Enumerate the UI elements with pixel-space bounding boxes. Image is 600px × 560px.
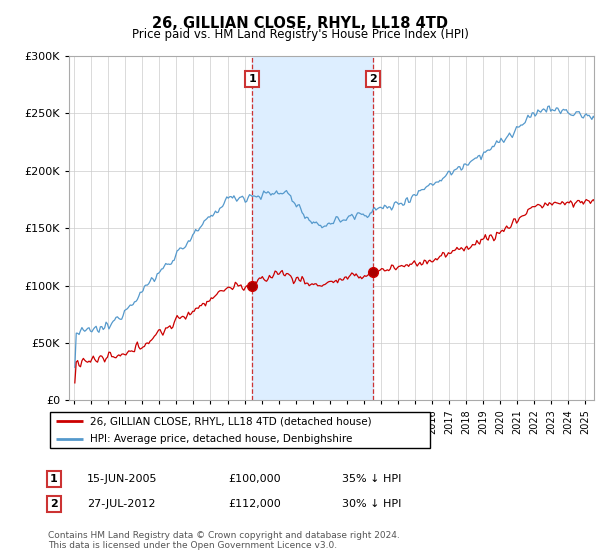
Text: Price paid vs. HM Land Registry's House Price Index (HPI): Price paid vs. HM Land Registry's House … — [131, 28, 469, 41]
Text: 27-JUL-2012: 27-JUL-2012 — [87, 499, 155, 509]
Text: 1: 1 — [248, 74, 256, 84]
Text: £100,000: £100,000 — [228, 474, 281, 484]
Text: £112,000: £112,000 — [228, 499, 281, 509]
Text: 30% ↓ HPI: 30% ↓ HPI — [342, 499, 401, 509]
Text: 2: 2 — [370, 74, 377, 84]
Text: 26, GILLIAN CLOSE, RHYL, LL18 4TD: 26, GILLIAN CLOSE, RHYL, LL18 4TD — [152, 16, 448, 31]
FancyBboxPatch shape — [50, 412, 430, 449]
Bar — [252, 56, 373, 400]
Text: 26, GILLIAN CLOSE, RHYL, LL18 4TD (detached house): 26, GILLIAN CLOSE, RHYL, LL18 4TD (detac… — [90, 416, 372, 426]
Text: 15-JUN-2005: 15-JUN-2005 — [87, 474, 157, 484]
Text: 2: 2 — [50, 499, 58, 509]
Text: 35% ↓ HPI: 35% ↓ HPI — [342, 474, 401, 484]
Text: Contains HM Land Registry data © Crown copyright and database right 2024.
This d: Contains HM Land Registry data © Crown c… — [48, 531, 400, 550]
Text: 1: 1 — [50, 474, 58, 484]
Text: HPI: Average price, detached house, Denbighshire: HPI: Average price, detached house, Denb… — [90, 434, 353, 444]
